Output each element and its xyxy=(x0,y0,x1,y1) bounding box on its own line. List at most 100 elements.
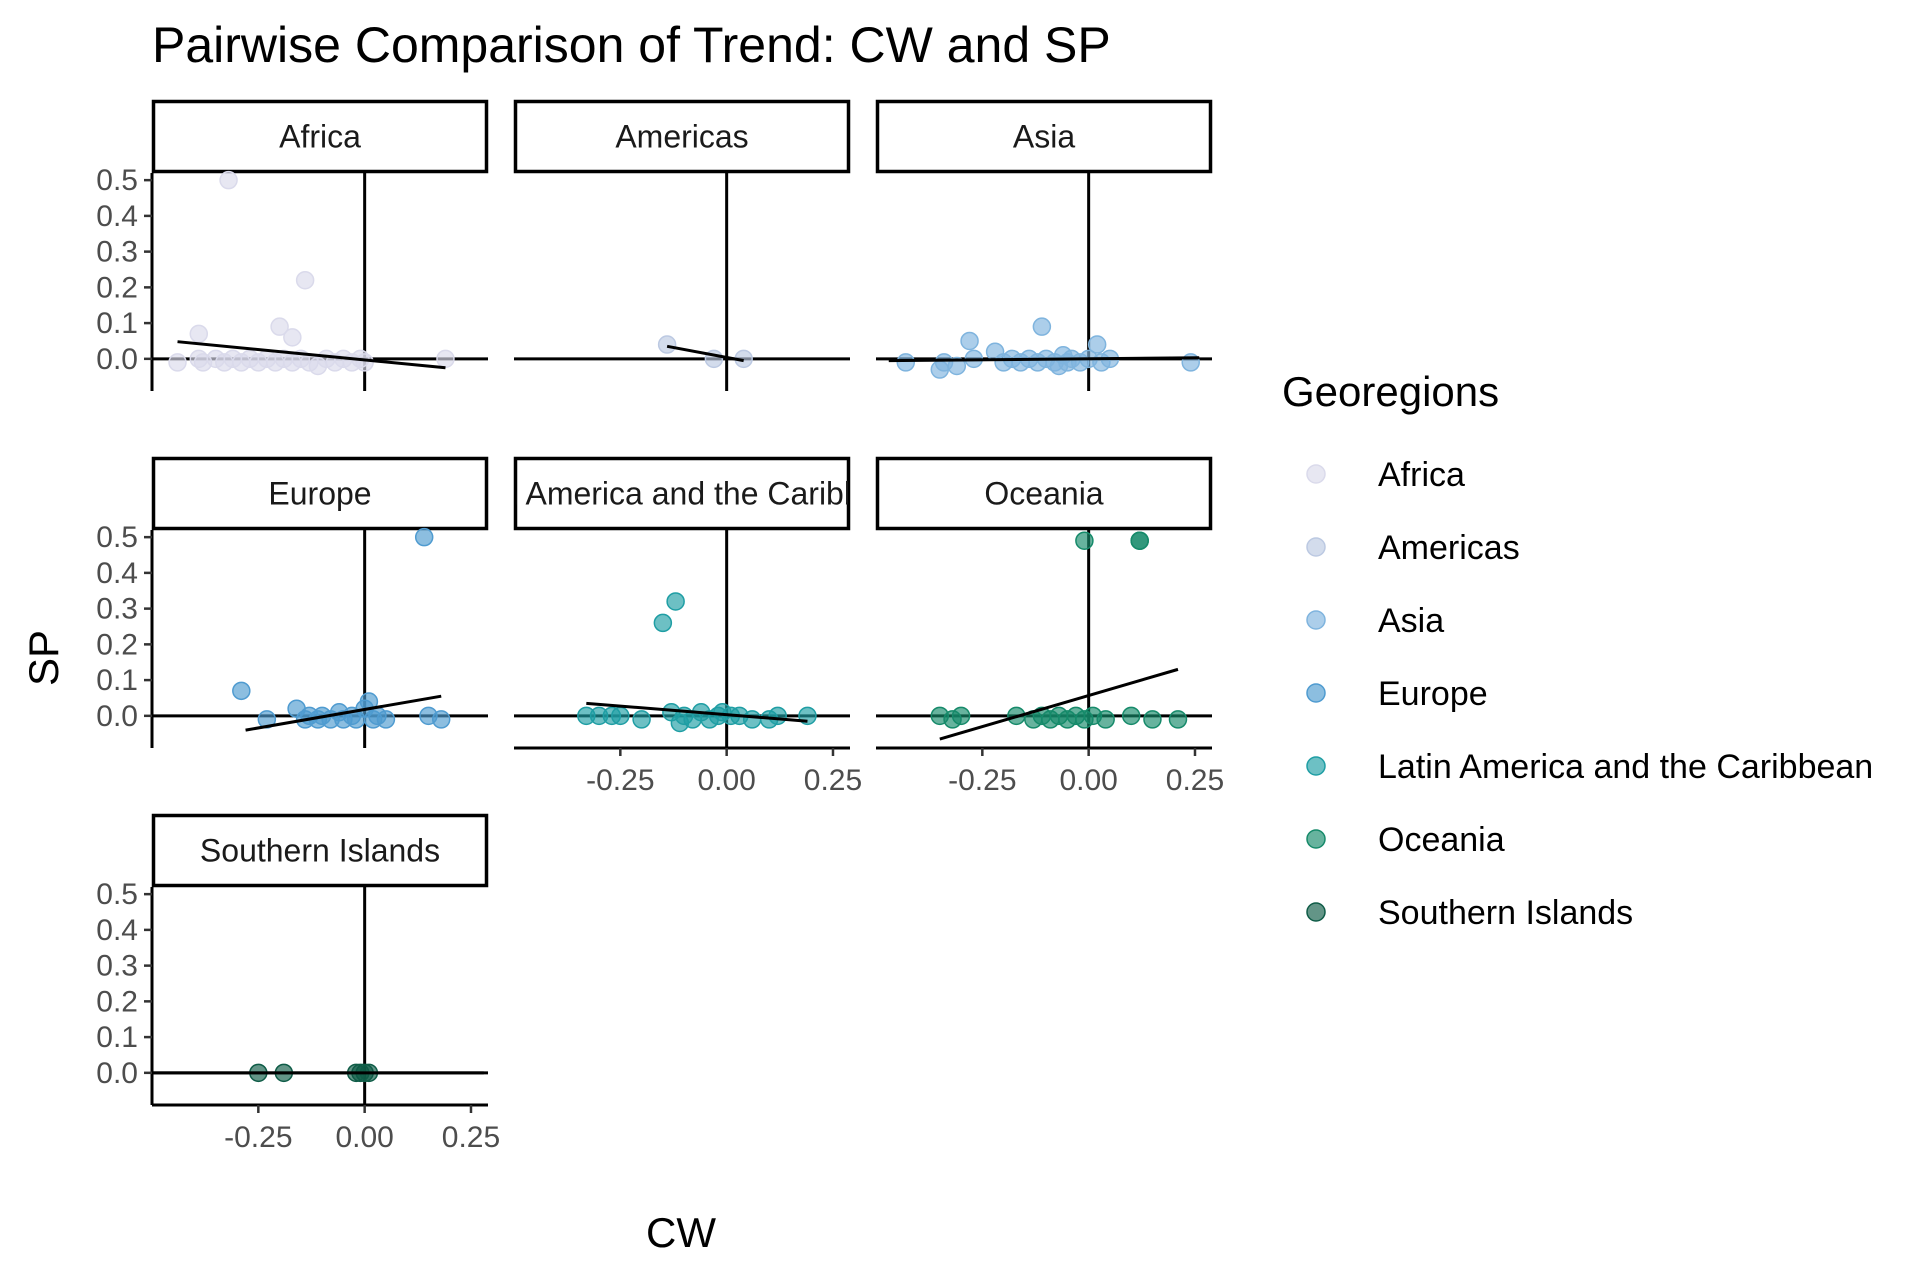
y-tick-label: 0.4 xyxy=(96,914,138,947)
data-point xyxy=(414,527,434,547)
data-point xyxy=(1032,317,1052,336)
data-point xyxy=(951,706,971,726)
data-point xyxy=(219,170,238,190)
x-tick-label: 0.25 xyxy=(804,764,862,797)
facet-strip xyxy=(151,99,489,174)
x-tick-label: 0.00 xyxy=(1059,764,1117,797)
data-point xyxy=(295,270,315,290)
y-tick-label: 0.2 xyxy=(96,628,138,661)
legend-item-americas: Americas xyxy=(1306,529,1520,567)
legend-label: Oceania xyxy=(1378,821,1505,859)
y-tick-label: 0.0 xyxy=(96,700,138,733)
facet-latin-america-and-the-caribbean: Latin America and the Caribbean -0.25 0.00… xyxy=(449,456,915,797)
y-tick-label: 0.3 xyxy=(96,236,138,269)
trend-line xyxy=(245,694,442,732)
data-point xyxy=(270,317,289,336)
x-tick-label: 0.00 xyxy=(697,764,755,797)
legend: Georegions Africa Americas Asia Europe Latin… xyxy=(1282,368,1873,932)
facet-strip xyxy=(875,99,1213,174)
facet-strip xyxy=(151,813,489,888)
trend-line xyxy=(888,356,1200,363)
facet-strip-label: Latin America and the Caribbean xyxy=(449,476,915,512)
x-tick-label: -0.25 xyxy=(224,1121,292,1154)
facet-strip xyxy=(513,99,851,174)
legend-swatch xyxy=(1306,537,1326,557)
y-tick-label: 0.3 xyxy=(96,593,138,626)
legend-label: Southern Islands xyxy=(1378,894,1633,932)
data-point xyxy=(431,710,451,729)
legend-title: Georegions xyxy=(1282,368,1499,415)
data-point xyxy=(436,349,455,369)
facet-americas: Americas xyxy=(513,99,851,391)
facet-asia: Asia xyxy=(875,99,1213,391)
facet-africa: Africa 0.00.10.20.30.40.5 xyxy=(96,99,489,391)
facet-strip-label: Asia xyxy=(1013,119,1075,155)
facet-strip-label: Oceania xyxy=(984,476,1103,512)
data-point xyxy=(1087,335,1107,354)
y-tick-label: 0.5 xyxy=(96,164,138,197)
data-point xyxy=(947,356,967,376)
facet-strip-label: Africa xyxy=(279,119,361,155)
legend-item-latin-america-and-the-caribbean: Latin America and the Caribbean xyxy=(1306,748,1873,786)
data-point xyxy=(355,353,374,372)
trend-line xyxy=(586,701,808,723)
y-tick-label: 0.4 xyxy=(96,200,138,233)
data-point xyxy=(742,710,762,729)
x-tick-label: 0.25 xyxy=(442,1121,500,1154)
x-axis-title: CW xyxy=(646,1209,716,1256)
trend-line xyxy=(666,344,744,363)
legend-swatch xyxy=(1306,464,1326,484)
legend-item-africa: Africa xyxy=(1306,456,1465,494)
legend-swatch xyxy=(1306,829,1326,849)
data-point xyxy=(283,328,302,347)
data-point xyxy=(611,706,630,726)
legend-label: Latin America and the Caribbean xyxy=(1378,748,1873,786)
data-point xyxy=(657,335,677,354)
data-point xyxy=(1143,710,1162,729)
chart-title: Pairwise Comparison of Trend: CW and SP xyxy=(152,17,1111,73)
facet-oceania: Oceania -0.25 0.00 0.25 xyxy=(875,456,1224,797)
legend-label: Africa xyxy=(1378,456,1465,494)
trend-line xyxy=(939,667,1179,741)
data-point xyxy=(653,613,673,633)
facet-strip xyxy=(151,456,489,531)
x-tick-label: -0.25 xyxy=(948,764,1016,797)
legend-item-asia: Asia xyxy=(1306,602,1444,640)
data-point xyxy=(1096,710,1115,729)
x-tick-label: 0.25 xyxy=(1166,764,1224,797)
facet-strip-label: Southern Islands xyxy=(200,833,440,869)
facet-strip xyxy=(513,456,851,531)
y-tick-label: 0.2 xyxy=(96,271,138,304)
data-point xyxy=(376,710,396,729)
legend-item-southern-islands: Southern Islands xyxy=(1306,894,1633,932)
facet-strip-label: Europe xyxy=(268,476,371,512)
data-point xyxy=(1075,531,1094,550)
legend-items: Africa Americas Asia Europe Latin America an… xyxy=(1306,456,1873,932)
trend-line xyxy=(177,340,446,370)
y-tick-label: 0.1 xyxy=(96,1021,138,1054)
legend-item-oceania: Oceania xyxy=(1306,821,1505,859)
data-point xyxy=(1130,531,1149,550)
data-point xyxy=(768,706,787,726)
legend-label: Asia xyxy=(1378,602,1444,640)
data-point xyxy=(1121,706,1141,726)
facet-strip xyxy=(875,456,1213,531)
y-tick-label: 0.3 xyxy=(96,950,138,983)
data-point xyxy=(168,353,187,372)
y-tick-label: 0.4 xyxy=(96,557,138,590)
data-point xyxy=(666,592,685,611)
x-tick-label: -0.25 xyxy=(586,764,654,797)
y-tick-label: 0.0 xyxy=(96,343,138,376)
facet-europe: Europe 0.00.10.20.30.40.5 xyxy=(96,456,489,748)
data-point xyxy=(232,681,251,701)
y-axis-title: SP xyxy=(20,630,67,686)
legend-label: Europe xyxy=(1378,675,1488,713)
facet-southern-islands: Southern Islands 0.00.10.20.30.40.5 -0.25 0… xyxy=(96,813,500,1154)
data-point xyxy=(960,331,979,351)
legend-item-europe: Europe xyxy=(1306,675,1488,713)
y-tick-label: 0.2 xyxy=(96,985,138,1018)
x-tick-label: 0.00 xyxy=(335,1121,393,1154)
